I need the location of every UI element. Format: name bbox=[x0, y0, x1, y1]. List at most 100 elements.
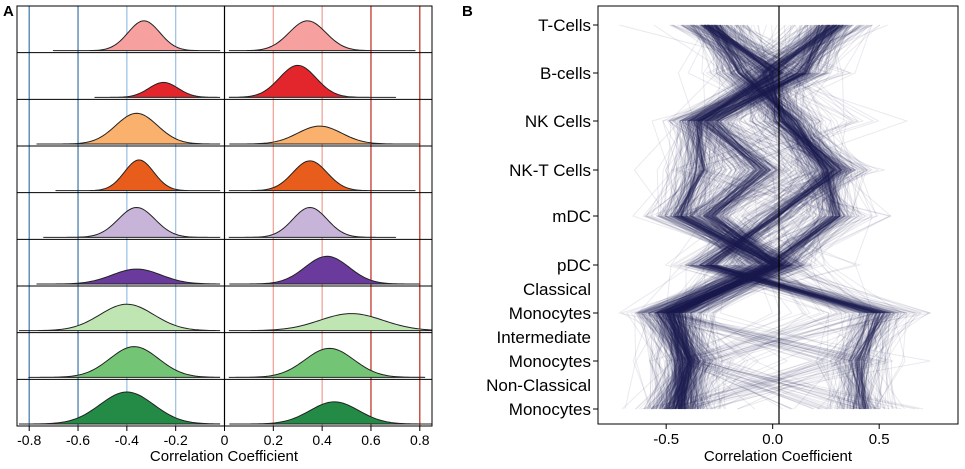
series-line bbox=[660, 24, 836, 410]
series-line bbox=[676, 24, 850, 410]
series-line bbox=[665, 24, 833, 410]
x-tick-label: 0.4 bbox=[312, 432, 332, 448]
series-line bbox=[716, 24, 895, 410]
category-label: Monocytes bbox=[509, 352, 591, 371]
series-line bbox=[639, 24, 828, 410]
series-line bbox=[739, 24, 874, 410]
series-line bbox=[698, 24, 836, 410]
series-line bbox=[653, 24, 809, 410]
series-line bbox=[654, 24, 785, 410]
series-line bbox=[664, 24, 862, 410]
series-line bbox=[657, 24, 770, 410]
series-core-line bbox=[663, 24, 788, 410]
series-line bbox=[689, 24, 849, 410]
series-line bbox=[702, 24, 882, 410]
series-line bbox=[674, 24, 838, 410]
series-line bbox=[699, 24, 873, 410]
x-tick-label: -0.6 bbox=[66, 432, 90, 448]
density-right-classical-monocytes bbox=[228, 313, 433, 332]
series-core-line bbox=[677, 24, 842, 410]
series-line bbox=[669, 24, 845, 410]
series-line bbox=[671, 24, 795, 410]
series-line bbox=[714, 24, 892, 410]
series-line bbox=[724, 24, 870, 410]
series-line bbox=[679, 24, 843, 410]
series-line bbox=[736, 24, 878, 410]
series-core-line bbox=[681, 24, 840, 410]
series-core-line bbox=[659, 24, 777, 410]
series-line bbox=[699, 24, 873, 410]
series-core-line bbox=[665, 24, 775, 410]
series-core-line bbox=[665, 24, 782, 410]
series-line bbox=[652, 24, 848, 410]
series-line bbox=[703, 24, 885, 410]
series-line bbox=[648, 24, 851, 410]
series-line bbox=[642, 24, 863, 410]
series-line bbox=[718, 24, 878, 410]
series-line bbox=[698, 24, 874, 410]
series-core-line bbox=[666, 24, 838, 410]
x-tick-label: -0.2 bbox=[164, 432, 188, 448]
series-line bbox=[657, 24, 863, 410]
series-line bbox=[664, 24, 856, 410]
series-line bbox=[707, 24, 863, 410]
series-line bbox=[699, 24, 843, 410]
series-core-line bbox=[675, 24, 844, 410]
series-line bbox=[689, 24, 893, 410]
series-line bbox=[676, 24, 870, 410]
series-line bbox=[664, 24, 818, 410]
series-line bbox=[666, 24, 862, 410]
series-core-line bbox=[656, 24, 837, 410]
series-line bbox=[658, 24, 824, 410]
series-core-line bbox=[704, 24, 872, 410]
series-line bbox=[668, 24, 787, 410]
series-line bbox=[665, 24, 826, 410]
series-line bbox=[655, 24, 796, 410]
series-line bbox=[676, 24, 846, 410]
series-line bbox=[667, 24, 767, 410]
series-line bbox=[673, 24, 895, 410]
series-line bbox=[651, 24, 777, 410]
series-line bbox=[687, 24, 889, 410]
series-line bbox=[663, 24, 842, 410]
series-line bbox=[699, 24, 837, 410]
series-line bbox=[637, 24, 880, 410]
series-line bbox=[643, 24, 815, 410]
series-line bbox=[667, 24, 775, 410]
series-line bbox=[689, 24, 861, 410]
series-line bbox=[720, 24, 881, 410]
category-label: Intermediate bbox=[497, 328, 592, 347]
series-line bbox=[664, 24, 852, 410]
series-line bbox=[679, 24, 841, 410]
series-line bbox=[665, 24, 778, 410]
series-line bbox=[684, 24, 888, 410]
series-line bbox=[707, 24, 892, 410]
series-line bbox=[675, 24, 846, 410]
series-line bbox=[695, 24, 880, 410]
series-line bbox=[678, 24, 835, 410]
series-line bbox=[645, 24, 931, 410]
series-line bbox=[667, 24, 870, 410]
series-line bbox=[710, 24, 889, 410]
series-line bbox=[661, 24, 849, 410]
series-line bbox=[653, 24, 853, 410]
series-line bbox=[679, 24, 840, 410]
series-line bbox=[660, 24, 793, 410]
series-line bbox=[702, 24, 855, 410]
series-line bbox=[661, 24, 814, 410]
series-line bbox=[678, 24, 830, 410]
series-line bbox=[704, 24, 907, 410]
series-line bbox=[697, 24, 841, 410]
series-line bbox=[677, 24, 804, 410]
series-line bbox=[674, 24, 834, 410]
density-right-nk-cells bbox=[229, 125, 420, 145]
series-line bbox=[699, 24, 864, 410]
series-core-line bbox=[704, 24, 878, 410]
series-line bbox=[667, 24, 824, 410]
series-line bbox=[685, 24, 890, 410]
series-line bbox=[638, 24, 765, 410]
series-line bbox=[665, 24, 879, 410]
series-line bbox=[692, 24, 881, 410]
series-line bbox=[689, 24, 809, 410]
